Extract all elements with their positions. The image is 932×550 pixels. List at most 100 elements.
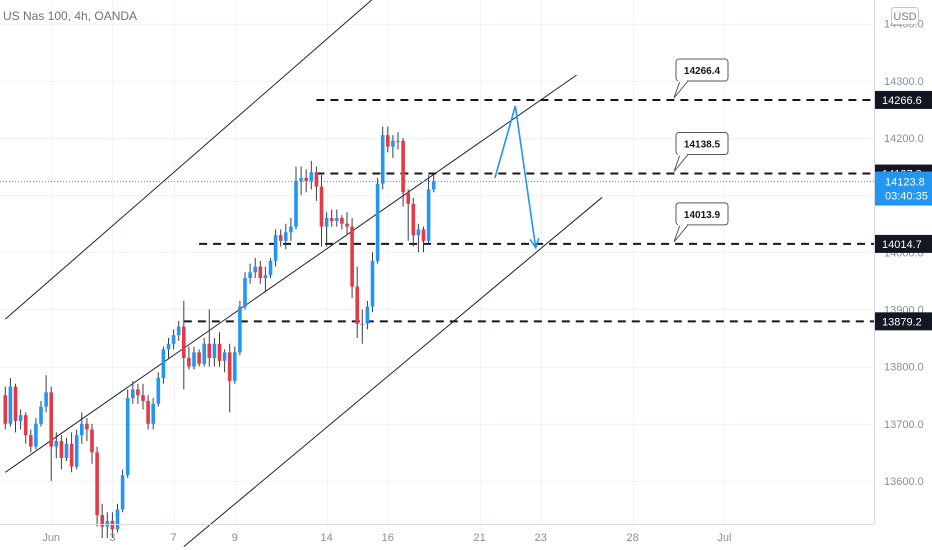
y-tick-label: 14200.0 xyxy=(884,133,924,145)
candle-body xyxy=(263,275,268,279)
callout-joint xyxy=(678,79,687,82)
candle xyxy=(187,346,191,370)
currency-badge[interactable]: USD xyxy=(891,7,919,25)
candle-body xyxy=(375,183,380,261)
candle-body xyxy=(176,326,181,336)
candle-body xyxy=(120,475,125,510)
candle xyxy=(243,272,247,310)
candle-body xyxy=(100,515,104,527)
candle xyxy=(44,375,48,413)
projection-arrow-head xyxy=(529,237,540,250)
candle xyxy=(136,383,140,404)
level-price-tag: 14266.6 xyxy=(875,90,932,109)
price-callout[interactable]: 14138.5 xyxy=(673,132,729,172)
candle-body xyxy=(59,440,64,459)
candle-body xyxy=(329,218,334,221)
candle xyxy=(335,209,339,227)
symbol-title: US Nas 100, 4h, OANDA xyxy=(3,9,137,23)
candle-body xyxy=(207,343,212,359)
candle xyxy=(18,409,23,430)
candle-body xyxy=(350,226,354,287)
candle xyxy=(192,346,196,370)
candle-body xyxy=(324,218,329,227)
candle xyxy=(278,229,283,247)
candle xyxy=(197,349,201,367)
candle xyxy=(329,209,334,227)
candle-body xyxy=(13,386,18,421)
candle-body xyxy=(34,423,38,447)
level-price-tag-bg xyxy=(875,90,932,109)
level-price-tag-bg xyxy=(875,312,932,331)
level-price-tag: 13879.2 xyxy=(875,312,932,331)
x-tick-label: 9 xyxy=(232,532,238,544)
candle-body xyxy=(141,395,145,401)
candle xyxy=(258,260,263,284)
x-tick-label: Jun xyxy=(42,532,60,544)
candle xyxy=(74,429,79,470)
candle xyxy=(85,418,89,441)
candle xyxy=(263,266,268,293)
candle xyxy=(365,300,370,330)
projection-path xyxy=(494,105,540,250)
y-tick-label: 13800.0 xyxy=(884,362,924,374)
candle-body xyxy=(365,306,370,324)
candle-body xyxy=(44,392,48,407)
x-tick-label: 3 xyxy=(109,532,115,544)
candle xyxy=(146,395,150,430)
candle xyxy=(431,175,436,193)
candle-body xyxy=(273,235,278,261)
candle-body xyxy=(314,172,319,187)
callout-pointer xyxy=(673,80,689,99)
candle xyxy=(90,423,94,464)
candle-body xyxy=(3,395,8,424)
candle-body xyxy=(289,226,293,233)
candle-body xyxy=(74,435,79,467)
candle xyxy=(151,398,155,430)
candle-body xyxy=(304,178,308,181)
candle xyxy=(39,400,43,427)
candle-body xyxy=(431,181,436,190)
candle-body xyxy=(426,189,431,241)
callout-box xyxy=(675,202,729,226)
candle xyxy=(314,166,319,201)
candle xyxy=(212,338,217,367)
candle xyxy=(294,166,298,230)
candle xyxy=(284,223,288,250)
price-axis[interactable]: 13600.013700.013800.013900.014000.014100… xyxy=(874,0,924,524)
time-axis[interactable]: Jun 3 7 9 14 16 21 23 28 Jul xyxy=(0,524,874,545)
candle-body xyxy=(166,343,171,350)
y-tick-label: 13600.0 xyxy=(884,476,924,488)
callout-box xyxy=(675,58,729,82)
candle-body xyxy=(233,352,237,381)
trend-channel xyxy=(4,0,603,548)
candle xyxy=(248,263,252,284)
channel-line-upper xyxy=(4,0,373,320)
candle-body xyxy=(278,235,283,241)
candle-body xyxy=(49,392,53,447)
channel-line-lower xyxy=(183,197,603,548)
callout-pointer xyxy=(673,224,689,243)
candle-body xyxy=(171,335,176,344)
candle-body xyxy=(182,326,186,359)
candle xyxy=(340,215,344,230)
candle xyxy=(23,412,28,444)
candle-body xyxy=(69,443,74,467)
candle-body xyxy=(161,349,166,379)
projection-arrow xyxy=(494,105,537,248)
candle-body xyxy=(299,178,303,181)
x-tick-label: 16 xyxy=(382,532,394,544)
candle-body xyxy=(192,352,196,367)
candle-body xyxy=(268,260,273,276)
candle-body xyxy=(115,509,120,530)
candle-body xyxy=(319,186,324,227)
level-price-value: 14266.6 xyxy=(882,95,922,107)
candle-body xyxy=(345,223,349,227)
candle xyxy=(396,132,400,150)
candle xyxy=(406,189,410,241)
candle-body xyxy=(238,306,242,353)
candle-body xyxy=(64,443,69,459)
price-callout[interactable]: 14013.9 xyxy=(673,202,729,243)
candle xyxy=(34,418,38,450)
price-callout[interactable]: 14266.4 xyxy=(673,58,729,99)
